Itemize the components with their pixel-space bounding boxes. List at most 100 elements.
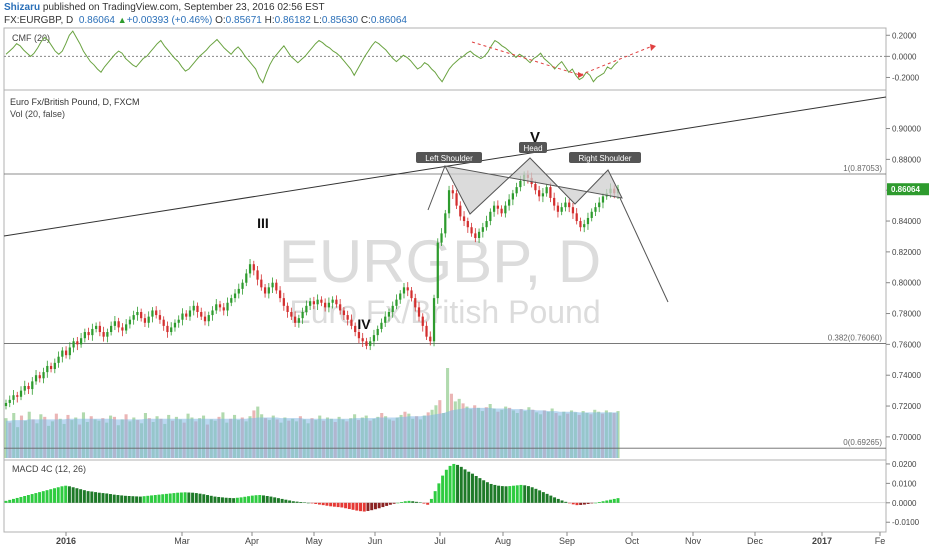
candle[interactable] bbox=[23, 386, 26, 391]
wave-label-iv[interactable]: IV bbox=[357, 316, 371, 332]
candle[interactable] bbox=[87, 332, 90, 336]
candle[interactable] bbox=[42, 372, 45, 379]
candle[interactable] bbox=[102, 332, 105, 337]
candle[interactable] bbox=[470, 227, 473, 234]
author-name[interactable]: Shizaru bbox=[4, 2, 41, 13]
candle[interactable] bbox=[76, 341, 79, 345]
candle[interactable] bbox=[211, 310, 214, 316]
candle[interactable] bbox=[598, 202, 601, 208]
candle[interactable] bbox=[342, 310, 346, 316]
candle[interactable] bbox=[511, 193, 514, 200]
candle[interactable] bbox=[98, 325, 101, 333]
candle[interactable] bbox=[410, 290, 413, 299]
candle[interactable] bbox=[357, 332, 361, 339]
candle[interactable] bbox=[91, 328, 94, 336]
candle[interactable] bbox=[297, 318, 300, 323]
left-shoulder-label[interactable]: Left Shoulder bbox=[416, 152, 482, 163]
candle[interactable] bbox=[399, 293, 402, 300]
candle[interactable] bbox=[170, 327, 173, 333]
candle[interactable] bbox=[4, 402, 8, 407]
candle[interactable] bbox=[181, 313, 184, 320]
candle[interactable] bbox=[365, 341, 368, 346]
candle[interactable] bbox=[72, 341, 75, 348]
candle[interactable] bbox=[147, 316, 150, 323]
candle[interactable] bbox=[568, 202, 571, 208]
candle[interactable] bbox=[481, 227, 484, 232]
candle[interactable] bbox=[34, 375, 38, 382]
candle[interactable] bbox=[361, 338, 364, 342]
candle[interactable] bbox=[27, 386, 30, 390]
macd-legend[interactable]: MACD 4C (12, 26) bbox=[12, 464, 86, 474]
candle[interactable] bbox=[53, 362, 56, 370]
candle[interactable] bbox=[19, 390, 23, 397]
candle[interactable] bbox=[455, 193, 458, 206]
candle[interactable] bbox=[203, 316, 207, 322]
candle[interactable] bbox=[492, 205, 496, 212]
candle[interactable] bbox=[324, 302, 327, 308]
candle[interactable] bbox=[549, 187, 552, 198]
candle[interactable] bbox=[222, 307, 225, 311]
candle[interactable] bbox=[233, 293, 237, 299]
candle[interactable] bbox=[79, 338, 83, 345]
candle[interactable] bbox=[436, 242, 439, 299]
candle[interactable] bbox=[263, 287, 267, 294]
candle[interactable] bbox=[117, 321, 120, 328]
candle[interactable] bbox=[132, 315, 135, 320]
candle[interactable] bbox=[432, 298, 436, 342]
candle[interactable] bbox=[474, 233, 477, 238]
candle[interactable] bbox=[429, 336, 432, 342]
candle[interactable] bbox=[200, 312, 203, 317]
candle[interactable] bbox=[466, 221, 469, 228]
head-label[interactable]: Head bbox=[519, 142, 547, 153]
candle[interactable] bbox=[237, 288, 240, 294]
candle[interactable] bbox=[504, 205, 507, 214]
candle[interactable] bbox=[327, 302, 331, 308]
candle[interactable] bbox=[553, 197, 556, 206]
candle[interactable] bbox=[395, 299, 398, 306]
candle[interactable] bbox=[256, 270, 259, 280]
candle[interactable] bbox=[350, 319, 353, 326]
candle[interactable] bbox=[215, 304, 218, 311]
candle[interactable] bbox=[447, 190, 451, 214]
candle[interactable] bbox=[188, 310, 192, 317]
candle[interactable] bbox=[369, 341, 372, 346]
candle[interactable] bbox=[417, 307, 421, 317]
candle[interactable] bbox=[462, 216, 466, 222]
candle[interactable] bbox=[376, 328, 379, 336]
candle[interactable] bbox=[444, 213, 447, 234]
candle[interactable] bbox=[590, 211, 593, 218]
candle[interactable] bbox=[241, 282, 244, 289]
right-shoulder-label[interactable]: Right Shoulder bbox=[569, 152, 641, 163]
candle[interactable] bbox=[151, 310, 154, 317]
candle[interactable] bbox=[61, 350, 64, 357]
candle[interactable] bbox=[38, 375, 41, 379]
candle[interactable] bbox=[110, 325, 113, 333]
candle[interactable] bbox=[541, 193, 545, 197]
candle[interactable] bbox=[113, 321, 117, 326]
candle[interactable] bbox=[571, 207, 575, 214]
candle[interactable] bbox=[155, 310, 158, 316]
candle[interactable] bbox=[83, 332, 86, 339]
candle[interactable] bbox=[290, 312, 293, 317]
candle[interactable] bbox=[534, 184, 537, 191]
candle[interactable] bbox=[177, 319, 180, 323]
candle[interactable] bbox=[8, 399, 11, 403]
candle[interactable] bbox=[515, 187, 518, 194]
candle[interactable] bbox=[354, 325, 357, 333]
cmf-line[interactable] bbox=[5, 30, 619, 84]
candle[interactable] bbox=[106, 332, 109, 337]
candle[interactable] bbox=[140, 312, 143, 319]
candle[interactable] bbox=[245, 273, 248, 283]
candle[interactable] bbox=[49, 365, 53, 370]
candle[interactable] bbox=[230, 298, 233, 303]
candle[interactable] bbox=[173, 322, 177, 328]
candle[interactable] bbox=[158, 315, 162, 320]
candle[interactable] bbox=[316, 299, 319, 305]
candle[interactable] bbox=[68, 347, 71, 356]
candle[interactable] bbox=[380, 322, 383, 329]
candle[interactable] bbox=[275, 282, 278, 291]
candle[interactable] bbox=[500, 208, 503, 214]
candle[interactable] bbox=[414, 298, 417, 308]
candle[interactable] bbox=[207, 315, 210, 322]
